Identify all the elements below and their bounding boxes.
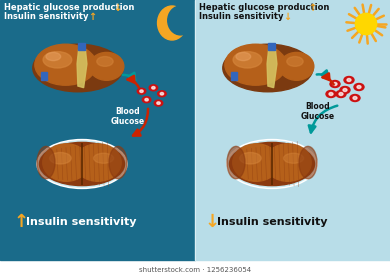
Ellipse shape	[344, 76, 354, 83]
Ellipse shape	[329, 92, 333, 95]
Ellipse shape	[229, 141, 315, 187]
Text: Hepatic glucose production: Hepatic glucose production	[199, 3, 330, 12]
Ellipse shape	[339, 92, 343, 95]
Ellipse shape	[37, 146, 55, 179]
Ellipse shape	[89, 52, 124, 80]
Ellipse shape	[43, 144, 90, 181]
Ellipse shape	[336, 90, 346, 97]
Ellipse shape	[357, 85, 361, 88]
Ellipse shape	[152, 87, 155, 89]
Text: Blood
Glucose: Blood Glucose	[301, 102, 335, 122]
Bar	[41, 72, 47, 80]
Ellipse shape	[149, 85, 158, 91]
Ellipse shape	[230, 143, 314, 186]
Ellipse shape	[158, 91, 166, 97]
Ellipse shape	[160, 92, 163, 95]
Ellipse shape	[227, 146, 245, 179]
Bar	[268, 43, 275, 50]
Ellipse shape	[236, 52, 251, 61]
Bar	[231, 72, 237, 80]
Ellipse shape	[37, 139, 127, 188]
Ellipse shape	[353, 97, 357, 99]
Text: Insulin sensitivity: Insulin sensitivity	[4, 12, 89, 21]
Text: shutterstock.com · 1256236054: shutterstock.com · 1256236054	[139, 267, 251, 273]
Ellipse shape	[168, 6, 193, 35]
Ellipse shape	[284, 153, 304, 163]
Text: ↓: ↓	[113, 3, 121, 13]
Ellipse shape	[94, 153, 113, 163]
Ellipse shape	[287, 57, 303, 66]
Ellipse shape	[225, 44, 286, 85]
Ellipse shape	[97, 57, 113, 66]
Ellipse shape	[33, 44, 123, 92]
Bar	[78, 43, 85, 50]
Ellipse shape	[340, 87, 350, 94]
Ellipse shape	[46, 52, 61, 61]
Polygon shape	[267, 48, 277, 88]
Ellipse shape	[299, 146, 317, 179]
Ellipse shape	[264, 144, 311, 181]
Text: Blood
Glucose: Blood Glucose	[111, 107, 145, 126]
Ellipse shape	[43, 52, 72, 68]
Ellipse shape	[333, 83, 337, 85]
Text: Insulin sensitivity: Insulin sensitivity	[217, 217, 328, 227]
Ellipse shape	[109, 146, 127, 179]
Text: Insulin sensitivity: Insulin sensitivity	[26, 217, 136, 227]
Ellipse shape	[145, 99, 148, 101]
Bar	[0, 0, 195, 260]
Text: ↑: ↑	[88, 12, 96, 22]
Text: ↑: ↑	[14, 213, 29, 231]
Ellipse shape	[233, 144, 280, 181]
Ellipse shape	[223, 44, 313, 92]
Text: Insulin sensitivity: Insulin sensitivity	[199, 12, 284, 21]
Text: ↓: ↓	[205, 213, 220, 231]
Ellipse shape	[227, 139, 317, 188]
Ellipse shape	[326, 90, 336, 97]
Polygon shape	[77, 48, 87, 88]
Ellipse shape	[154, 100, 163, 106]
Ellipse shape	[355, 13, 377, 35]
Ellipse shape	[140, 90, 143, 92]
Ellipse shape	[350, 95, 360, 102]
Ellipse shape	[233, 52, 262, 68]
Ellipse shape	[158, 6, 186, 40]
Text: ↓: ↓	[283, 12, 291, 22]
Ellipse shape	[142, 97, 151, 103]
Ellipse shape	[279, 52, 314, 80]
Ellipse shape	[330, 81, 340, 87]
Ellipse shape	[347, 78, 351, 81]
Text: Hepatic glucose production: Hepatic glucose production	[4, 3, 135, 12]
Ellipse shape	[239, 153, 261, 164]
Ellipse shape	[157, 102, 160, 104]
Ellipse shape	[50, 153, 71, 164]
Ellipse shape	[137, 88, 146, 94]
Ellipse shape	[39, 143, 124, 186]
Text: ↑: ↑	[308, 3, 316, 13]
Ellipse shape	[354, 83, 364, 90]
Bar	[195, 0, 390, 260]
Ellipse shape	[343, 88, 347, 92]
Ellipse shape	[35, 44, 96, 85]
Ellipse shape	[74, 144, 121, 181]
Ellipse shape	[39, 141, 125, 187]
